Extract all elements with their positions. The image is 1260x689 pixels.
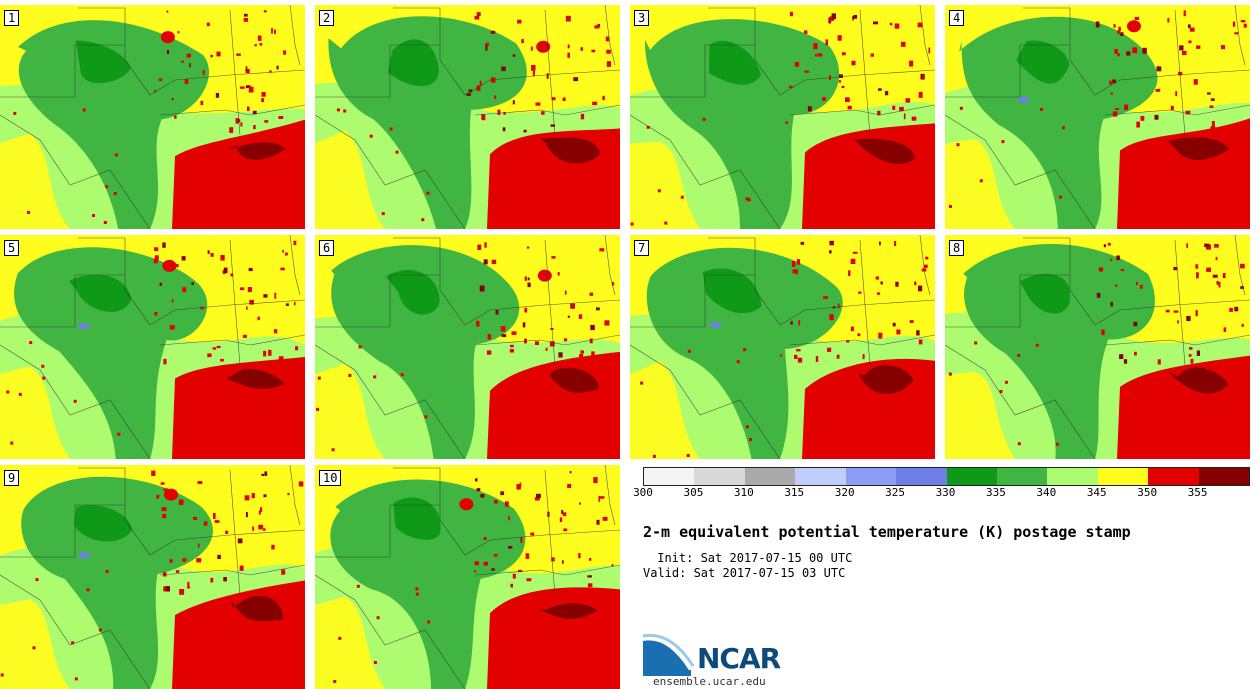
colorbar-tick: 340 xyxy=(1036,486,1057,499)
colorbar-segment xyxy=(795,468,846,485)
member-number-label: 9 xyxy=(4,470,20,486)
colorbar-segment xyxy=(845,468,897,485)
colorbar-tick: 305 xyxy=(683,486,704,499)
colorbar-tick: 330 xyxy=(935,486,956,499)
member-number-label: 6 xyxy=(319,240,335,256)
ensemble-member-map: 6 xyxy=(315,235,620,459)
ncar-logo-text: NCAR xyxy=(697,642,781,675)
ensemble-member-map: 9 xyxy=(0,465,305,689)
member-number-label: 4 xyxy=(949,10,965,26)
theta-e-field xyxy=(0,465,305,689)
theta-e-field xyxy=(315,235,620,459)
valid-time: Valid: Sat 2017-07-15 03 UTC xyxy=(643,566,846,580)
ensemble-url: ensemble.ucar.edu xyxy=(653,675,766,688)
theta-e-field xyxy=(945,5,1250,229)
colorbar-segment xyxy=(996,468,1048,485)
colorbar-tick: 325 xyxy=(885,486,906,499)
colorbar-segment xyxy=(946,468,997,485)
colorbar-tick: 300 xyxy=(633,486,653,499)
colorbar-segment xyxy=(1097,468,1149,485)
colorbar-segment xyxy=(744,468,796,485)
colorbar-tick: 310 xyxy=(733,486,754,499)
ensemble-member-map: 10 xyxy=(315,465,620,689)
colorbar-segment xyxy=(1047,468,1098,485)
colorbar-tick: 345 xyxy=(1086,486,1107,499)
theta-e-field xyxy=(315,465,620,689)
colorbar xyxy=(643,467,1250,486)
ensemble-member-map: 3 xyxy=(630,5,935,229)
figure-title: 2-m equivalent potential temperature (K)… xyxy=(643,523,1131,541)
member-number-label: 7 xyxy=(634,240,650,256)
colorbar-segment xyxy=(1148,468,1199,485)
member-number-label: 5 xyxy=(4,240,20,256)
colorbar-tick: 320 xyxy=(834,486,855,499)
colorbar-segment xyxy=(1198,468,1250,485)
ncar-logo-icon xyxy=(643,633,695,676)
colorbar-segment xyxy=(694,468,745,485)
colorbar-tick-labels: 300 305 310 315 320 325 330 335 340 345 350 355 xyxy=(633,486,1248,500)
init-time: Init: Sat 2017-07-15 00 UTC xyxy=(650,551,853,565)
colorbar-tick: 355 xyxy=(1187,486,1208,499)
theta-e-field xyxy=(630,235,935,459)
ensemble-member-map: 4 xyxy=(945,5,1250,229)
member-number-label: 8 xyxy=(949,240,965,256)
colorbar-tick: 350 xyxy=(1137,486,1158,499)
colorbar-segment xyxy=(896,468,947,485)
theta-e-field xyxy=(0,5,305,229)
member-number-label: 2 xyxy=(319,10,335,26)
theta-e-field xyxy=(0,235,305,459)
ensemble-member-map: 2 xyxy=(315,5,620,229)
ensemble-member-map: 5 xyxy=(0,235,305,459)
member-number-label: 1 xyxy=(4,10,20,26)
colorbar-tick: 315 xyxy=(784,486,805,499)
member-number-label: 10 xyxy=(319,470,342,486)
ensemble-member-map: 8 xyxy=(945,235,1250,459)
colorbar-tick: 335 xyxy=(985,486,1006,499)
theta-e-field xyxy=(630,5,935,229)
ensemble-member-map: 7 xyxy=(630,235,935,459)
ensemble-member-map: 1 xyxy=(0,5,305,229)
theta-e-field xyxy=(315,5,620,229)
colorbar-segment xyxy=(644,468,695,485)
member-number-label: 3 xyxy=(634,10,650,26)
theta-e-field xyxy=(945,235,1250,459)
